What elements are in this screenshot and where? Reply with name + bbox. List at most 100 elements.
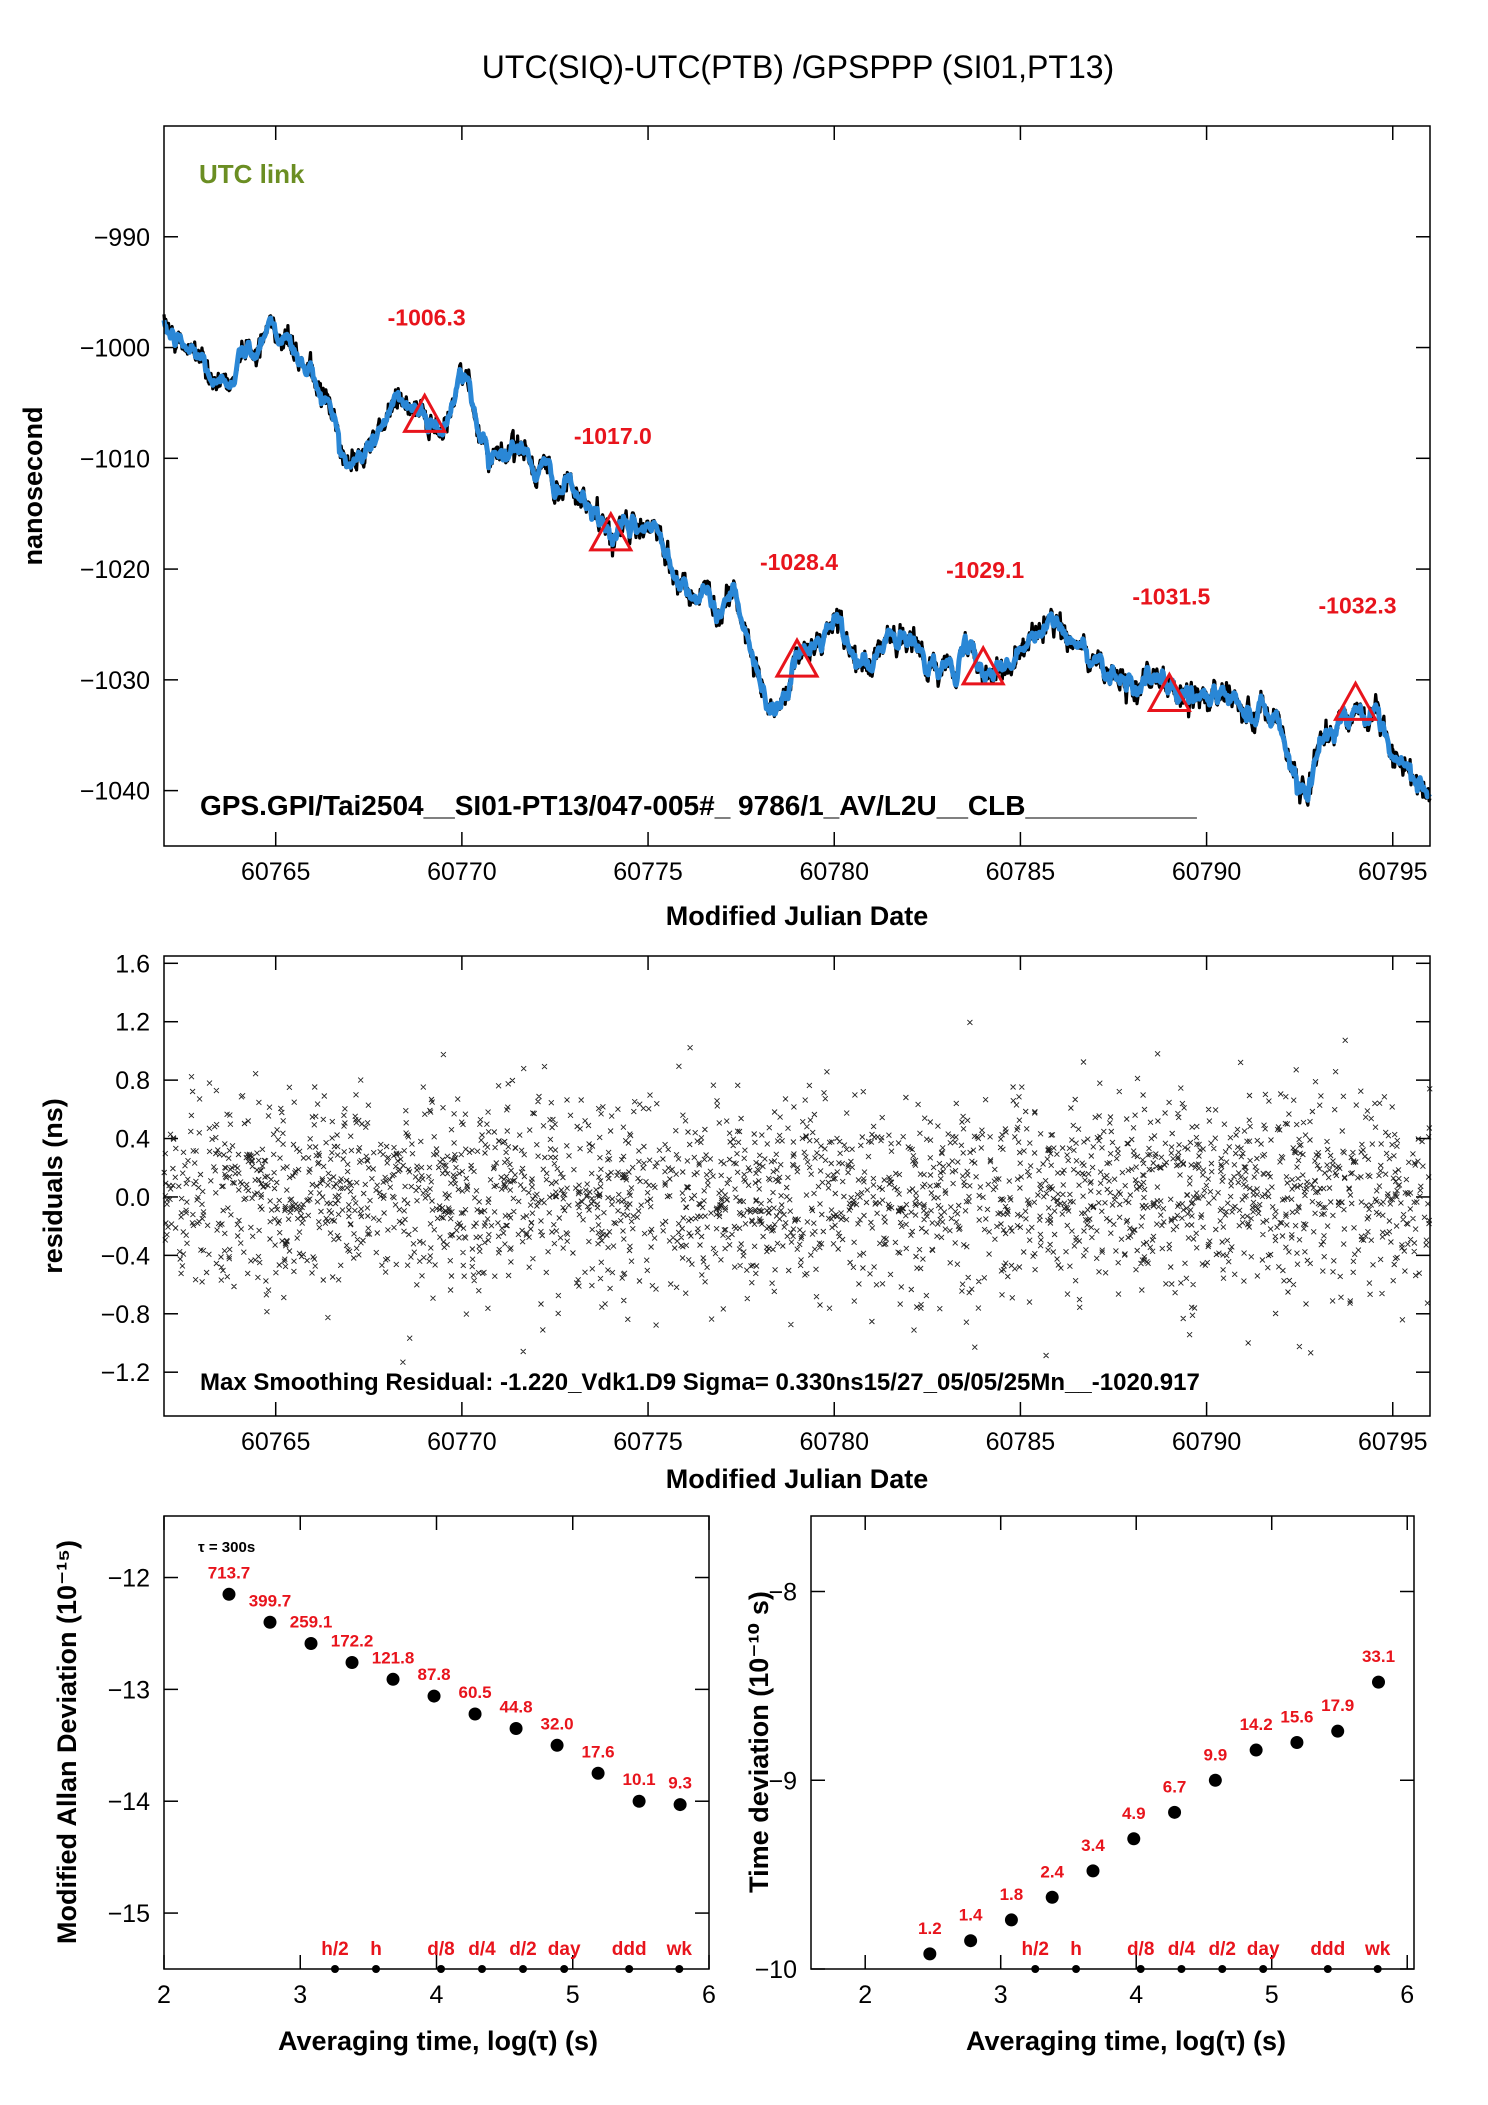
data-label: 399.7 bbox=[249, 1591, 292, 1610]
data-label: 172.2 bbox=[331, 1632, 374, 1651]
data-label: 14.2 bbox=[1240, 1715, 1273, 1734]
data-label: 4.9 bbox=[1122, 1804, 1146, 1823]
figure-title: UTC(SIQ)-UTC(PTB) /GPSPPP (SI01,PT13) bbox=[482, 49, 1114, 85]
x-tick-label: 60775 bbox=[613, 858, 683, 886]
y-tick-label: −0.8 bbox=[101, 1301, 150, 1329]
data-point bbox=[964, 1934, 978, 1948]
data-point bbox=[1086, 1864, 1100, 1878]
data-point bbox=[1290, 1736, 1304, 1749]
time-marker-label: d/8 bbox=[427, 1939, 454, 1960]
data-label: 9.3 bbox=[668, 1774, 692, 1793]
data-point bbox=[632, 1794, 646, 1808]
y-tick-label: −990 bbox=[94, 224, 150, 252]
x-tick-label: 60790 bbox=[1172, 1428, 1242, 1456]
x-tick-label: 60795 bbox=[1358, 1428, 1428, 1456]
tdev-xlabel: Averaging time, log(τ) (s) bbox=[966, 2026, 1286, 2056]
time-series-ylabel: nanosecond bbox=[18, 406, 48, 565]
tdev-time-markers: h/2 h d/8 d/4 d/2 day ddd wk bbox=[1022, 1939, 1391, 1973]
data-point bbox=[673, 1798, 687, 1812]
data-point bbox=[509, 1722, 523, 1736]
allan-frame bbox=[163, 1515, 710, 1970]
data-label: 17.9 bbox=[1321, 1696, 1354, 1715]
data-label: 33.1 bbox=[1362, 1647, 1395, 1666]
marker-triangle bbox=[960, 644, 1006, 686]
marker-triangle bbox=[1146, 671, 1192, 712]
data-point bbox=[923, 1947, 937, 1961]
time-marker-label: d/2 bbox=[1209, 1939, 1236, 1960]
x-tick-label: 60785 bbox=[986, 858, 1056, 886]
tdev-points: 1.2 1.4 1.8 2.4 3.4 4.9 6.7 9.9 14.2 15.6 17.9 33.1 bbox=[918, 1647, 1395, 1961]
x-tick-label: 60795 bbox=[1358, 858, 1428, 886]
y-tick-label: 1.2 bbox=[115, 1009, 150, 1037]
data-label: 15.6 bbox=[1280, 1708, 1313, 1727]
data-label: 44.8 bbox=[500, 1698, 533, 1717]
x-tick-label: 6 bbox=[1400, 1981, 1414, 2009]
time-marker-label: h bbox=[1070, 1939, 1082, 1960]
data-point bbox=[1045, 1890, 1059, 1904]
residual-points bbox=[161, 1019, 1433, 1366]
marker-triangle bbox=[402, 392, 448, 433]
time-marker-label: wk bbox=[666, 1939, 693, 1960]
residuals-xlabel: Modified Julian Date bbox=[666, 1464, 929, 1494]
residuals-panel: 60765 60770 60775 60780 60785 60790 60795 1.6 1.… bbox=[38, 950, 1433, 1494]
x-tick-label: 60775 bbox=[613, 1428, 683, 1456]
y-tick-label: −1040 bbox=[80, 778, 150, 806]
time-marker-label: day bbox=[548, 1939, 581, 1960]
data-label: 1.2 bbox=[918, 1919, 942, 1938]
marker-label: -1031.5 bbox=[1132, 583, 1210, 609]
data-label: 6.7 bbox=[1163, 1777, 1187, 1796]
marker-triangle bbox=[1332, 680, 1379, 721]
x-tick-label: 60770 bbox=[427, 1428, 497, 1456]
y-tick-label: −8 bbox=[768, 1579, 797, 1607]
data-point bbox=[468, 1707, 482, 1721]
tdev-ticks: 2 3 4 5 6 −8 −9 −10 bbox=[755, 1516, 1414, 2009]
data-point bbox=[1331, 1724, 1345, 1738]
y-tick-label: −0.4 bbox=[101, 1242, 150, 1270]
x-tick-label: 60780 bbox=[799, 858, 869, 886]
data-point bbox=[1004, 1913, 1018, 1927]
residual-point bbox=[161, 1019, 1433, 1366]
tau0-label: τ = 300s bbox=[198, 1539, 255, 1556]
marker-group: -1006.3 -1017.0 -1028.4 -1029.1 -1031.5 -1032… bbox=[388, 304, 1397, 721]
x-tick-label: 2 bbox=[858, 1981, 872, 2009]
marker-triangle bbox=[588, 510, 634, 552]
data-point bbox=[591, 1766, 605, 1780]
data-label: 17.6 bbox=[582, 1742, 615, 1761]
y-tick-label: −1000 bbox=[80, 335, 150, 363]
data-label: 713.7 bbox=[208, 1563, 251, 1582]
y-tick-label: −1020 bbox=[80, 556, 150, 584]
time-marker-label: d/4 bbox=[1168, 1939, 1196, 1960]
x-tick-label: 6 bbox=[702, 1981, 716, 2009]
y-tick-label: −12 bbox=[108, 1565, 150, 1593]
marker-label: -1029.1 bbox=[946, 557, 1024, 583]
data-label: 1.4 bbox=[959, 1906, 983, 1925]
data-label: 259.1 bbox=[290, 1613, 333, 1632]
tdev-frame bbox=[810, 1515, 1415, 1970]
data-point bbox=[222, 1587, 236, 1601]
allan-panel: 2 3 4 5 6 −12 −13 −14 −15 713.7 399.7 259.1172.212… bbox=[52, 1515, 716, 2056]
tdev-ylabel: Time deviation (10⁻¹⁰ s) bbox=[744, 1591, 774, 1893]
marker-label: -1006.3 bbox=[388, 304, 466, 330]
y-tick-label: −1030 bbox=[80, 667, 150, 695]
x-tick-label: 60765 bbox=[241, 858, 311, 886]
y-tick-label: −1010 bbox=[80, 445, 150, 473]
x-tick-label: 5 bbox=[1265, 1981, 1279, 2009]
x-tick-label: 60790 bbox=[1172, 858, 1242, 886]
data-point bbox=[263, 1615, 277, 1629]
residuals-ticks: 60765 60770 60775 60780 60785 60790 60795 1.6 1.… bbox=[101, 950, 1430, 1456]
x-tick-label: 60780 bbox=[799, 1428, 869, 1456]
data-label: 2.4 bbox=[1040, 1862, 1064, 1881]
y-tick-label: 0.0 bbox=[115, 1184, 150, 1212]
data-point bbox=[1371, 1675, 1385, 1689]
y-tick-label: −14 bbox=[108, 1788, 151, 1816]
x-tick-label: 3 bbox=[293, 1981, 307, 2009]
y-tick-label: 0.8 bbox=[115, 1067, 150, 1095]
time-series-panel: 60765 60770 60775 60780 60785 60790 60795 −990 −… bbox=[18, 125, 1432, 931]
data-label: 87.8 bbox=[418, 1665, 451, 1684]
time-marker-label: wk bbox=[1364, 1939, 1391, 1960]
x-tick-label: 60765 bbox=[241, 1428, 311, 1456]
allan-ylabel: Modified Allan Deviation (10⁻¹⁵) bbox=[52, 1540, 82, 1944]
data-point bbox=[1127, 1832, 1141, 1846]
time-marker-label: h/2 bbox=[321, 1939, 348, 1960]
